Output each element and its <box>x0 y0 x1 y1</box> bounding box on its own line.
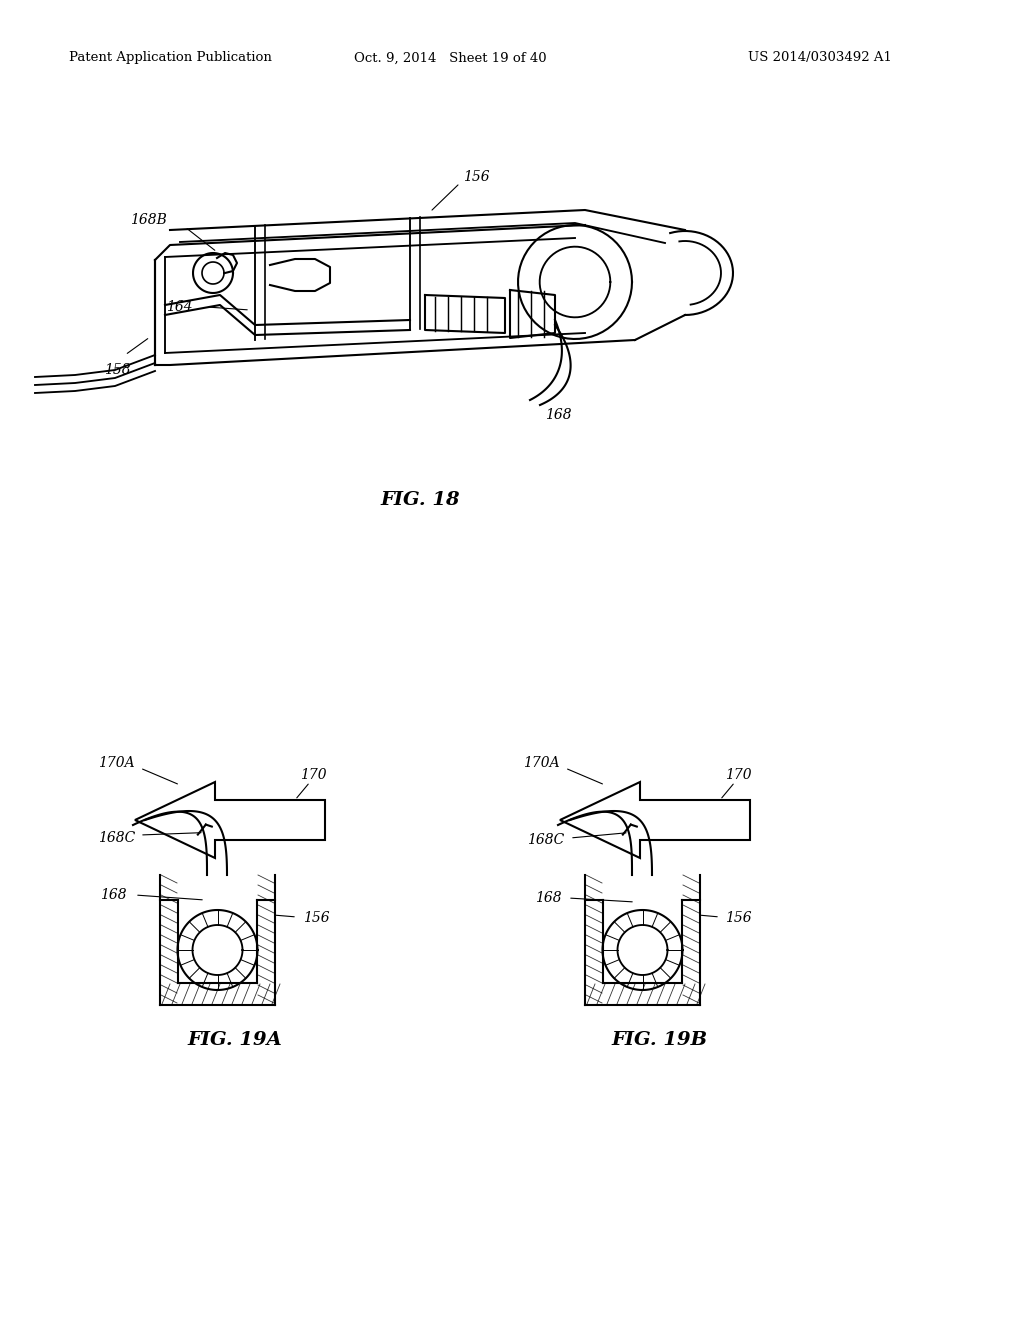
Text: 170: 170 <box>300 768 327 781</box>
Text: 168C: 168C <box>526 833 564 847</box>
Polygon shape <box>135 781 325 858</box>
Text: 170A: 170A <box>98 756 135 770</box>
Text: Oct. 9, 2014   Sheet 19 of 40: Oct. 9, 2014 Sheet 19 of 40 <box>353 51 547 65</box>
Text: 168: 168 <box>536 891 562 906</box>
Text: 168: 168 <box>100 888 127 902</box>
Text: 170: 170 <box>725 768 752 781</box>
Text: 170A: 170A <box>523 756 560 770</box>
Text: 168C: 168C <box>97 832 135 845</box>
Polygon shape <box>560 781 750 858</box>
Text: FIG. 18: FIG. 18 <box>380 491 460 510</box>
Text: 164: 164 <box>166 300 193 314</box>
Text: FIG. 19B: FIG. 19B <box>612 1031 708 1049</box>
Text: 168B: 168B <box>130 213 167 227</box>
Text: 156: 156 <box>725 911 752 925</box>
Text: 158: 158 <box>103 363 130 378</box>
Text: 156: 156 <box>463 170 489 183</box>
Text: FIG. 19A: FIG. 19A <box>187 1031 283 1049</box>
Text: Patent Application Publication: Patent Application Publication <box>69 51 271 65</box>
Text: 156: 156 <box>303 911 330 925</box>
Text: 168: 168 <box>545 408 571 422</box>
Text: US 2014/0303492 A1: US 2014/0303492 A1 <box>749 51 892 65</box>
